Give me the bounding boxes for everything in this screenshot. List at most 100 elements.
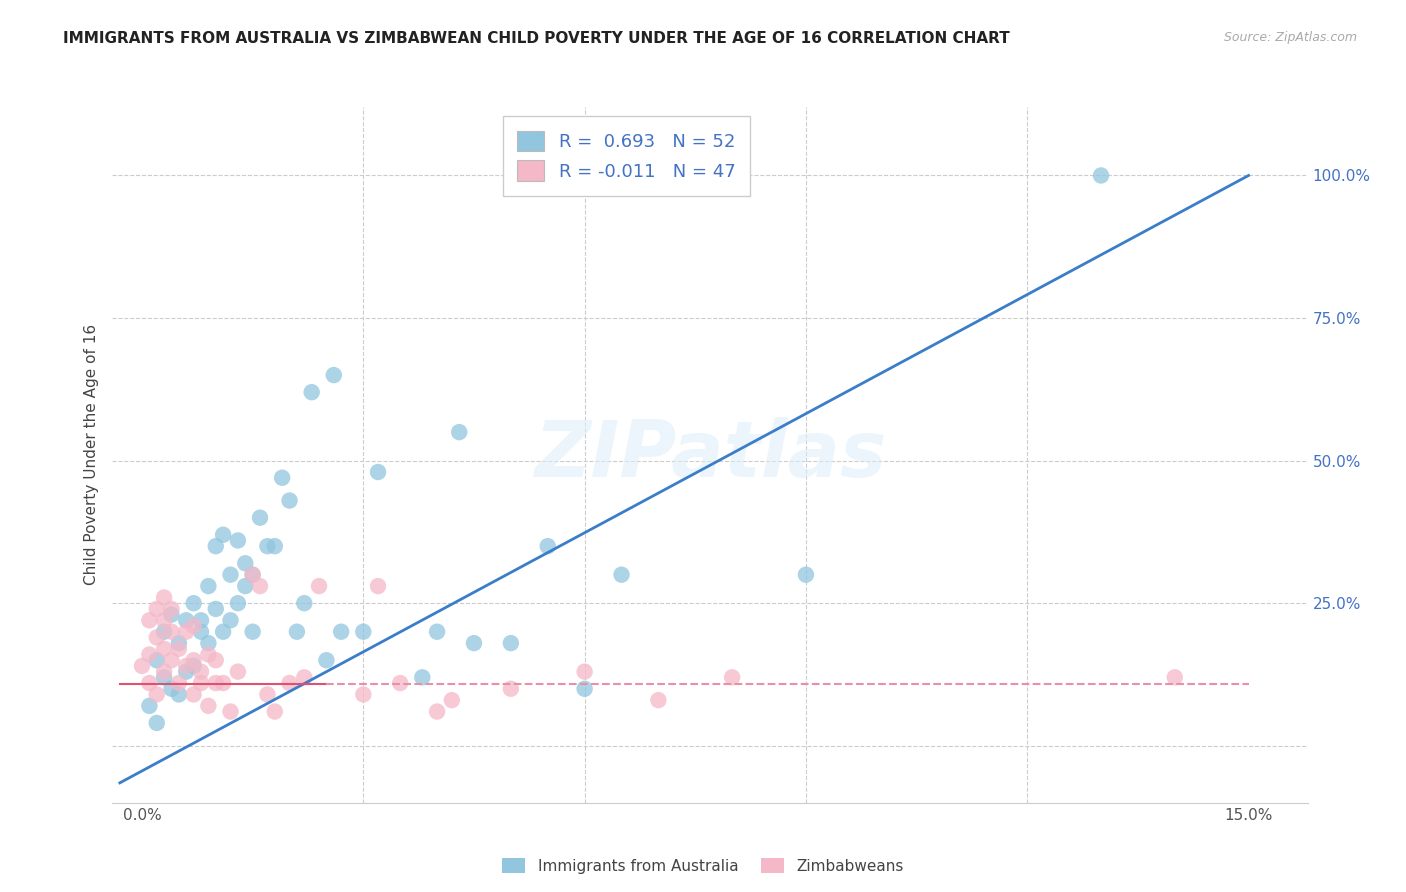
Point (449, 425, 471, 439)
Point (138, 676, 160, 690)
Point (174, 659, 197, 673)
Point (537, 539, 560, 553)
Point (411, 670, 433, 684)
Point (153, 670, 176, 684)
Point (226, 665, 249, 679)
Point (233, 556, 256, 570)
Text: Source: ZipAtlas.com: Source: ZipAtlas.com (1223, 31, 1357, 45)
Point (219, 705, 242, 719)
Point (183, 653, 205, 667)
Point (204, 539, 226, 553)
Point (285, 624, 308, 639)
Point (721, 670, 744, 684)
Point (183, 688, 205, 702)
Point (226, 596, 249, 610)
Point (256, 539, 278, 553)
Point (463, 636, 485, 650)
Point (197, 579, 219, 593)
Point (160, 624, 183, 639)
Point (190, 676, 212, 690)
Point (242, 624, 264, 639)
Point (153, 613, 176, 627)
Point (190, 665, 212, 679)
Point (308, 579, 330, 593)
Point (242, 567, 264, 582)
Point (219, 613, 242, 627)
Point (153, 665, 176, 679)
Point (204, 653, 226, 667)
Point (1090, 169, 1112, 183)
Point (389, 676, 412, 690)
Point (145, 653, 167, 667)
Point (183, 619, 205, 633)
Point (167, 676, 190, 690)
Point (367, 579, 389, 593)
Point (145, 631, 167, 645)
Point (278, 493, 301, 508)
Point (499, 681, 522, 696)
Point (197, 636, 219, 650)
Point (145, 688, 167, 702)
Y-axis label: Child Poverty Under the Age of 16: Child Poverty Under the Age of 16 (83, 325, 98, 585)
Point (183, 596, 205, 610)
Point (183, 659, 205, 673)
Point (197, 698, 219, 713)
Point (174, 665, 197, 679)
Point (292, 596, 315, 610)
Point (160, 681, 183, 696)
Point (174, 613, 197, 627)
Point (610, 567, 633, 582)
Point (249, 510, 271, 524)
Point (226, 533, 249, 548)
Point (367, 465, 389, 479)
Point (145, 602, 167, 616)
Point (233, 579, 256, 593)
Point (249, 579, 271, 593)
Point (574, 665, 596, 679)
Legend: R =  0.693   N = 52, R = -0.011   N = 47: R = 0.693 N = 52, R = -0.011 N = 47 (503, 116, 749, 195)
Point (167, 641, 190, 656)
Point (271, 471, 294, 485)
Point (315, 653, 337, 667)
Point (301, 385, 323, 400)
Point (174, 624, 197, 639)
Legend: Immigrants from Australia, Zimbabweans: Immigrants from Australia, Zimbabweans (496, 852, 910, 880)
Point (138, 648, 160, 662)
Point (153, 624, 176, 639)
Point (263, 705, 285, 719)
Point (292, 670, 315, 684)
Point (204, 676, 226, 690)
Point (153, 591, 176, 605)
Point (145, 715, 167, 730)
Point (352, 624, 374, 639)
Point (138, 698, 160, 713)
Point (263, 539, 285, 553)
Point (131, 659, 153, 673)
Point (322, 368, 344, 382)
Point (160, 602, 183, 616)
Point (212, 528, 235, 542)
Point (153, 641, 176, 656)
Point (167, 688, 190, 702)
Point (647, 693, 669, 707)
Point (426, 624, 449, 639)
Point (160, 653, 183, 667)
Point (212, 676, 235, 690)
Point (190, 624, 212, 639)
Point (574, 681, 596, 696)
Point (212, 624, 235, 639)
Point (499, 636, 522, 650)
Point (1164, 670, 1187, 684)
Point (794, 567, 817, 582)
Point (440, 693, 463, 707)
Point (204, 602, 226, 616)
Text: IMMIGRANTS FROM AUSTRALIA VS ZIMBABWEAN CHILD POVERTY UNDER THE AGE OF 16 CORREL: IMMIGRANTS FROM AUSTRALIA VS ZIMBABWEAN … (63, 31, 1010, 46)
Point (138, 613, 160, 627)
Point (426, 705, 449, 719)
Point (197, 648, 219, 662)
Point (219, 567, 242, 582)
Point (242, 567, 264, 582)
Point (278, 676, 301, 690)
Point (330, 624, 353, 639)
Text: ZIPatlas: ZIPatlas (534, 417, 886, 493)
